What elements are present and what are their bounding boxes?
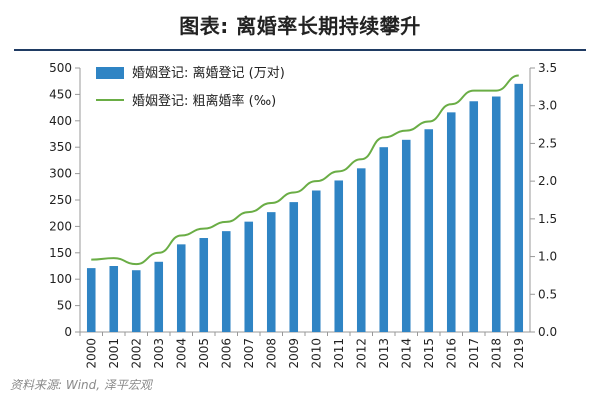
x-axis-tick-label: 2007 [242,338,256,369]
right-axis-tick-label: 0.0 [538,325,557,339]
x-axis-tick-label: 2002 [129,338,143,369]
bar-divorce-registrations [109,266,119,332]
right-axis-tick-label: 1.0 [538,250,557,264]
bar-divorce-registrations [469,101,479,332]
bar-divorce-registrations [446,112,456,332]
bar-divorce-registrations [199,238,209,332]
bar-divorce-registrations [131,270,141,332]
x-axis-tick-label: 2009 [287,338,301,369]
left-axis-tick-label: 150 [49,246,72,260]
x-axis-tick-label: 2005 [197,338,211,369]
bar-divorce-registrations [311,190,321,332]
left-axis-tick-label: 400 [49,114,72,128]
bar-divorce-registrations [244,221,254,332]
right-axis-tick-label: 2.5 [538,136,557,150]
right-axis-tick-label: 0.5 [538,287,557,301]
left-axis-tick-label: 300 [49,167,72,181]
bar-divorce-registrations [221,231,231,332]
bar-divorce-registrations [514,83,524,332]
x-axis-tick-label: 2016 [444,338,458,369]
x-axis-tick-label: 2018 [489,338,503,369]
x-axis-tick-label: 2006 [219,338,233,369]
x-axis-tick-label: 2010 [309,338,323,369]
chart-legend: 婚姻登记: 离婚登记 (万对) 婚姻登记: 粗离婚率 (‰) [96,65,285,109]
chart-area: 0 50 100 150 200 250 300 350 400 450 500 0.0 0.5 1.0 1… [0,52,600,372]
bar-divorce-registrations [266,212,276,332]
bar-divorce-registrations [176,244,186,332]
right-axis-tick-label: 2.0 [538,174,557,188]
legend-bar-label: 婚姻登记: 离婚登记 (万对) [132,65,285,81]
left-axis-tick-label: 200 [49,219,72,233]
x-axis-tick-label: 2001 [107,338,121,369]
left-axis-tick-label: 450 [49,87,72,101]
left-axis-tick-label: 250 [49,193,72,207]
bar-divorce-registrations [334,180,344,332]
bar-divorce-registrations [154,261,164,332]
line-crude-divorce-rate [91,74,519,266]
left-axis-tick-label: 350 [49,140,72,154]
left-axis-tick-label: 100 [49,272,72,286]
source-note: 资料来源: Wind, 泽平宏观 [10,378,152,392]
left-axis-tick-label: 500 [49,61,72,75]
right-axis-tick-label: 3.0 [538,99,557,113]
legend-line-label: 婚姻登记: 粗离婚率 (‰) [132,93,276,109]
x-axis-tick-label: 2011 [332,338,346,369]
chart-title: 图表: 离婚率长期持续攀升 [179,14,421,38]
combo-chart: 0 50 100 150 200 250 300 350 400 450 500 0.0 0.5 1.0 1… [49,61,557,369]
bar-divorce-registrations [356,168,366,332]
bar-divorce-registrations [379,147,389,332]
title-divider [14,49,586,51]
bar-divorce-registrations [401,139,411,332]
x-axis-tick-label: 2014 [399,338,413,369]
right-axis-tick-label: 1.5 [538,212,557,226]
left-axis-tick-label: 50 [57,299,72,313]
right-axis-tick-label: 3.5 [538,61,557,75]
legend-bar-swatch [96,67,124,79]
x-axis-tick-label: 2003 [152,338,166,369]
x-axis-tick-label: 2004 [174,338,188,369]
x-axis-tick-label: 2015 [422,338,436,369]
bar-divorce-registrations [424,129,434,332]
bar-divorce-registrations [289,202,299,332]
x-axis-tick-label: 2019 [512,338,526,369]
x-axis-tick-label: 2012 [354,338,368,369]
x-axis-tick-label: 2017 [467,338,481,369]
x-axis-tick-label: 2000 [84,338,98,369]
x-axis-tick-label: 2013 [377,338,391,369]
bar-divorce-registrations [491,96,501,333]
x-axis-tick-label: 2008 [264,338,278,369]
left-axis-tick-label: 0 [64,325,72,339]
bar-divorce-registrations [86,268,96,332]
